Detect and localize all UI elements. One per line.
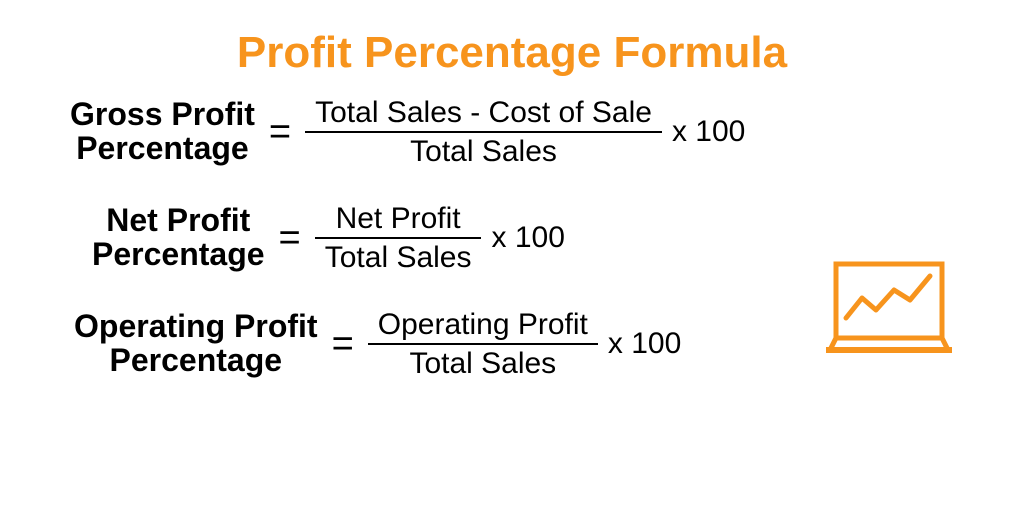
fraction-bar [305,131,662,133]
equals-sign: = [318,323,368,366]
lhs-line2: Percentage [74,344,318,378]
laptop-chart-icon [824,260,954,365]
multiplier: x 100 [598,327,681,361]
denominator: Total Sales [315,241,482,274]
numerator: Operating Profit [368,308,598,341]
lhs-line2: Percentage [92,238,265,272]
fraction-operating: Operating Profit Total Sales [368,308,598,380]
page-title: Profit Percentage Formula [0,0,1024,96]
lhs-line1: Net Profit [92,204,265,238]
equals-sign: = [255,111,305,154]
fraction-gross: Total Sales - Cost of Sale Total Sales [305,96,662,168]
lhs-net: Net Profit Percentage [92,204,265,271]
formula-row-gross: Gross Profit Percentage = Total Sales - … [70,96,1024,168]
numerator: Net Profit [326,202,471,235]
numerator: Total Sales - Cost of Sale [305,96,662,129]
lhs-line2: Percentage [70,132,255,166]
fraction-bar [315,237,482,239]
fraction-bar [368,343,598,345]
denominator: Total Sales [400,135,567,168]
lhs-operating: Operating Profit Percentage [74,310,318,377]
multiplier: x 100 [662,115,745,149]
lhs-line1: Operating Profit [74,310,318,344]
denominator: Total Sales [399,347,566,380]
lhs-gross: Gross Profit Percentage [70,98,255,165]
fraction-net: Net Profit Total Sales [315,202,482,274]
multiplier: x 100 [481,221,564,255]
lhs-line1: Gross Profit [70,98,255,132]
equals-sign: = [265,217,315,260]
